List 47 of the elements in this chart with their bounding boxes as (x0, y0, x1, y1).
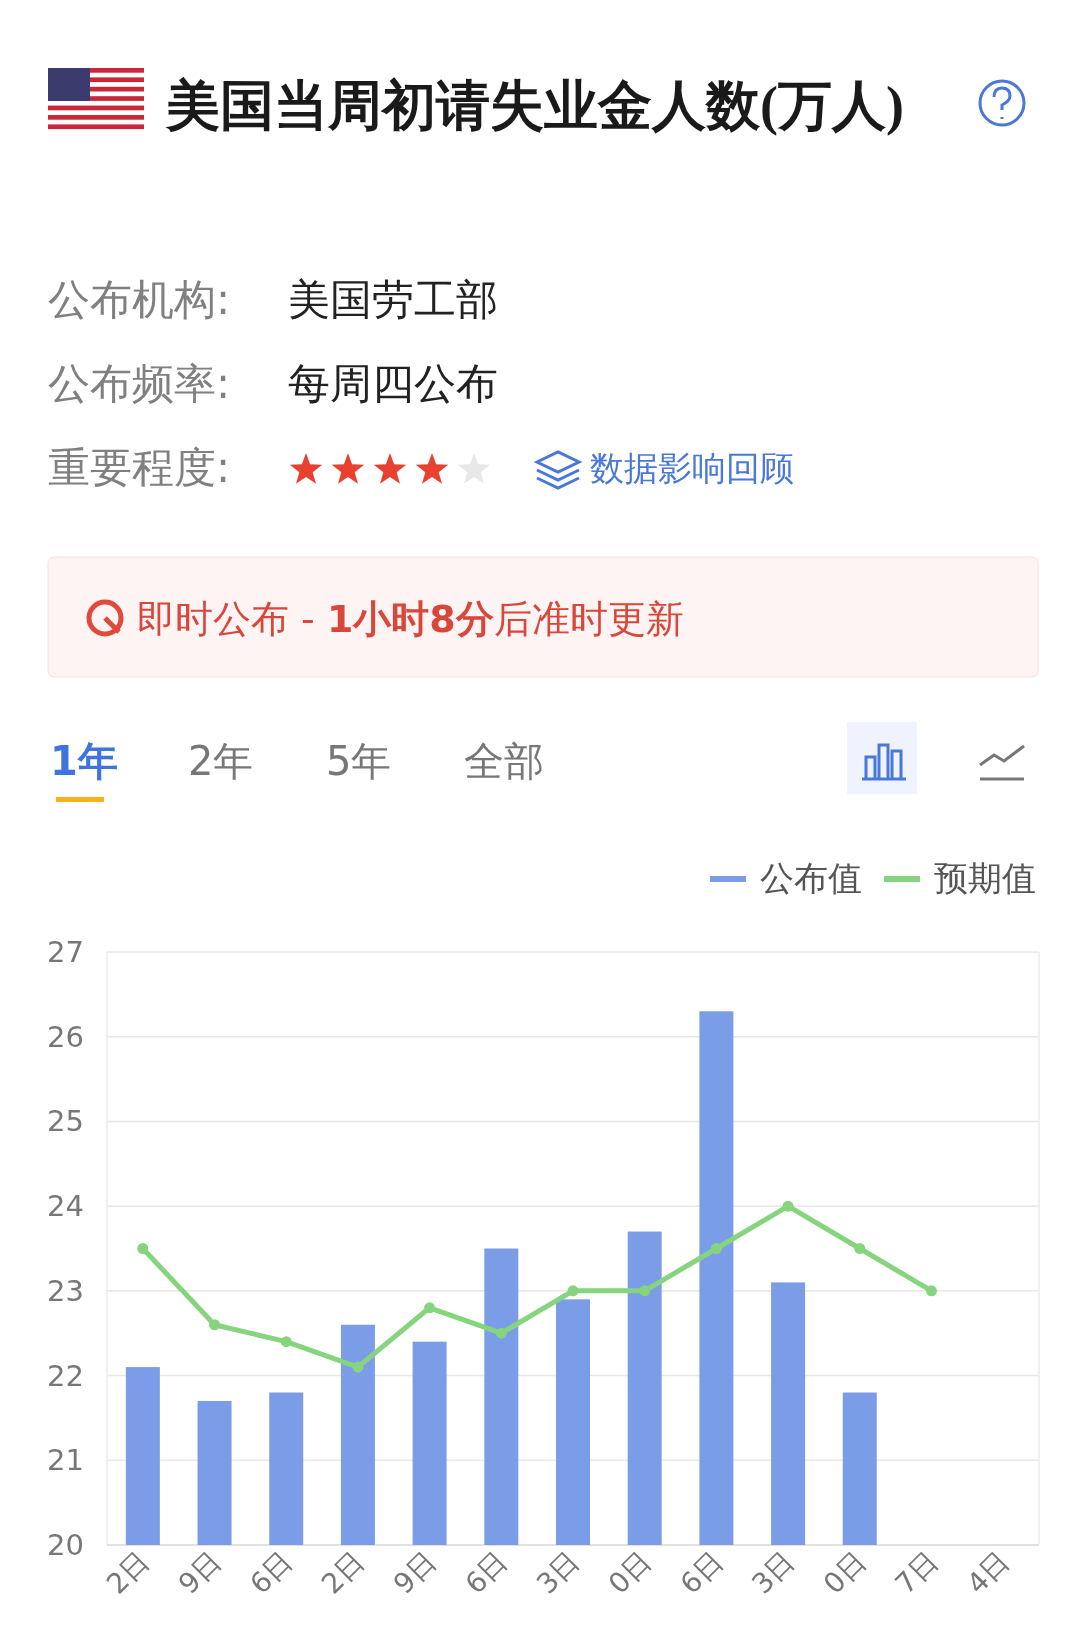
legend-label: 预期值 (934, 858, 1036, 898)
x-tick-label: 7日 (888, 1544, 945, 1601)
point (424, 1302, 436, 1314)
x-tick-label: 3日 (530, 1544, 586, 1601)
text: 公布频率: (48, 358, 231, 410)
y-tick-label: 23 (47, 1273, 84, 1308)
point (782, 1200, 794, 1212)
text: 数据影响回顾 (590, 447, 794, 490)
y-tick-label: 25 (47, 1104, 84, 1139)
y-tick-label: 24 (47, 1189, 84, 1224)
text: 每周四公布 (288, 358, 498, 410)
text: 1年 (50, 737, 118, 786)
point (710, 1243, 722, 1254)
point (280, 1336, 292, 1348)
x-tick-label: 0日 (816, 1544, 873, 1601)
text: 美国劳工部 (288, 274, 498, 326)
point (495, 1327, 507, 1339)
y-tick-label: 20 (47, 1528, 84, 1562)
x-tick-label: 4日 (960, 1544, 1017, 1601)
x-tick-label: 9日 (386, 1544, 443, 1601)
text: 公布机构: (48, 274, 231, 326)
point (639, 1285, 651, 1297)
text: 2年 (188, 737, 254, 786)
y-tick-label: 26 (47, 1019, 84, 1054)
y-tick-label: 21 (47, 1443, 84, 1478)
x-tick-label: 9日 (171, 1544, 228, 1601)
x-tick-label: 6日 (458, 1544, 515, 1601)
chart-title: 美国当周初请失业金人数(万人) (164, 75, 905, 138)
point (352, 1361, 364, 1373)
x-tick-label: 3日 (745, 1544, 802, 1601)
x-tick-label: 2日 (315, 1544, 371, 1601)
point (925, 1285, 937, 1297)
y-tick-label: 27 (47, 935, 84, 969)
point (137, 1243, 149, 1254)
text: 即时公布 - 1小时8分后准时更新 (137, 596, 684, 643)
legend-label: 公布值 (760, 858, 862, 898)
x-tick-label: 6日 (673, 1544, 730, 1601)
x-tick-label: 2日 (100, 1544, 156, 1601)
text: 重要程度: (48, 442, 231, 494)
point (854, 1243, 866, 1254)
text: 全部 (464, 737, 544, 786)
point (209, 1319, 221, 1331)
x-tick-label: 6日 (243, 1544, 300, 1601)
x-tick-label: 0日 (601, 1544, 658, 1601)
y-tick-label: 22 (47, 1358, 84, 1393)
point (567, 1285, 579, 1297)
text: 5年 (326, 737, 392, 786)
